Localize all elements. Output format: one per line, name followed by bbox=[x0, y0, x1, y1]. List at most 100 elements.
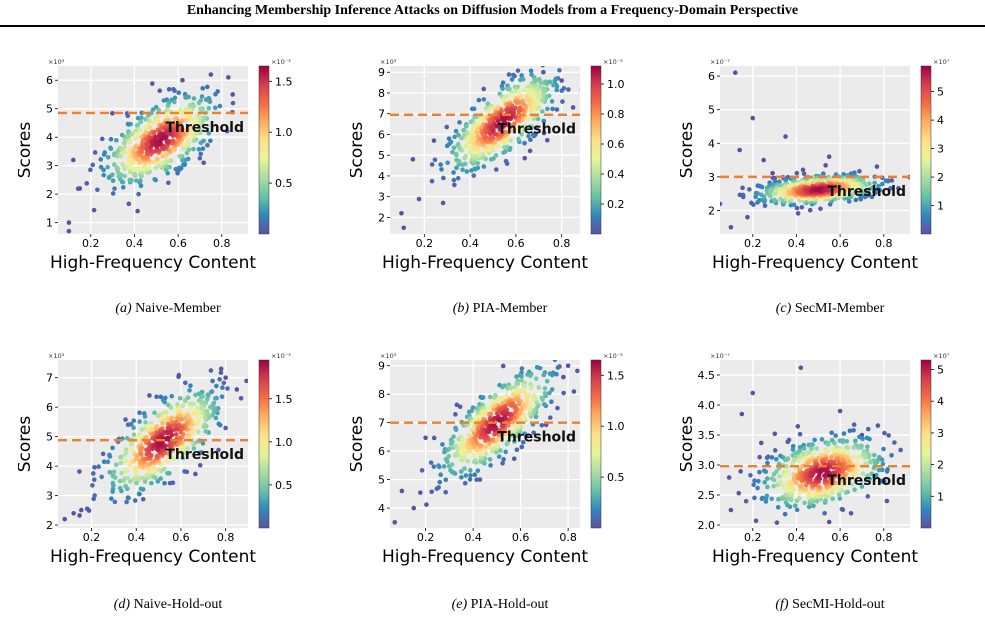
y-tick-label: 1 bbox=[46, 217, 53, 230]
scatter-point bbox=[451, 177, 457, 183]
scatter-point bbox=[488, 426, 494, 431]
scatter-point bbox=[108, 146, 114, 151]
scatter-point bbox=[475, 165, 481, 171]
scatter-point bbox=[200, 86, 206, 91]
scatter-point bbox=[783, 178, 789, 183]
scatter-point bbox=[450, 149, 455, 155]
scatter-point bbox=[201, 424, 207, 430]
scatter-point bbox=[775, 504, 781, 510]
scatter-point bbox=[493, 153, 499, 158]
scatter-point bbox=[519, 377, 524, 383]
scatter-point bbox=[497, 418, 502, 423]
scatter-point bbox=[555, 365, 561, 370]
scatter-point bbox=[217, 103, 223, 109]
scatter-point bbox=[528, 373, 533, 379]
colorbar-exponent-label: ×10⁷ bbox=[933, 352, 950, 360]
scatter-point bbox=[536, 385, 542, 390]
scatter-point bbox=[151, 474, 156, 479]
scatter-point bbox=[862, 455, 868, 460]
y-axis-label: Scores bbox=[18, 416, 35, 473]
scatter-point bbox=[500, 396, 505, 402]
y-tick-label: 4 bbox=[378, 502, 385, 515]
scatter-point bbox=[127, 139, 132, 145]
scatter-point bbox=[197, 450, 203, 456]
chart-panel-b: 0.2 0.4 0.6 0.8 2 3 4 5 6 7 8 9 Threshold ×10³ High-Fr… bbox=[350, 56, 650, 284]
scatter-point bbox=[786, 470, 791, 476]
scatter-point bbox=[774, 456, 779, 462]
caption-c: (c) SecMI-Member bbox=[775, 301, 885, 316]
threshold-label: Threshold bbox=[165, 447, 244, 463]
scatter-point bbox=[99, 136, 105, 142]
scatter-point bbox=[185, 432, 191, 438]
scatter-point bbox=[774, 520, 780, 525]
scatter-point bbox=[500, 139, 505, 144]
scatter-point bbox=[483, 130, 489, 135]
scatter-point bbox=[552, 360, 558, 362]
scatter-point bbox=[197, 155, 203, 161]
scatter-point bbox=[726, 475, 732, 480]
scatter-point bbox=[125, 113, 131, 119]
scatter-point bbox=[463, 473, 469, 478]
scatter-point bbox=[170, 420, 175, 425]
scatter-point bbox=[187, 388, 192, 393]
scatter-point bbox=[519, 407, 524, 412]
scatter-point bbox=[146, 118, 152, 124]
scatter-point bbox=[843, 490, 849, 495]
colorbar-tick-label: 1.0 bbox=[275, 126, 293, 139]
scatter-point bbox=[445, 459, 450, 465]
scatter-point bbox=[765, 460, 770, 466]
scatter-point bbox=[455, 175, 461, 181]
scatter-point bbox=[829, 430, 834, 436]
scatter-point bbox=[472, 472, 478, 478]
scatter-point bbox=[477, 477, 483, 482]
scatter-point bbox=[475, 414, 481, 420]
x-tick-label: 0.8 bbox=[217, 531, 235, 544]
y-tick-label: 4.5 bbox=[698, 369, 716, 382]
y-tick-label: 6 bbox=[378, 445, 385, 458]
scatter-point bbox=[555, 360, 558, 361]
colorbar-tick-label: 0.5 bbox=[275, 479, 293, 492]
scatter-point bbox=[488, 411, 494, 417]
scatter-point bbox=[169, 393, 175, 399]
y-tick-label: 5 bbox=[46, 431, 53, 444]
scatter-point bbox=[544, 138, 550, 143]
scatter-point bbox=[159, 136, 164, 142]
colorbar-tick-label: 0.5 bbox=[275, 177, 293, 190]
scatter-point bbox=[737, 147, 742, 153]
scatter-point bbox=[112, 186, 117, 191]
scatter-point bbox=[794, 507, 800, 513]
scatter-point bbox=[500, 86, 505, 91]
scatter-point bbox=[767, 189, 773, 195]
colorbar bbox=[920, 65, 932, 235]
x-tick-label: 0.6 bbox=[831, 237, 849, 250]
scatter-point bbox=[499, 411, 505, 416]
scatter-point bbox=[747, 187, 752, 192]
scatter-point bbox=[880, 181, 885, 187]
scatter-point bbox=[475, 409, 481, 415]
y-tick-label: 5 bbox=[378, 149, 385, 162]
scatter-point bbox=[456, 162, 462, 167]
scatter-point bbox=[208, 72, 214, 77]
colorbar-tick-label: 1 bbox=[937, 490, 944, 503]
scatter-point bbox=[101, 167, 106, 173]
scatter-point bbox=[90, 483, 95, 488]
scatter-point bbox=[518, 354, 523, 359]
scatter-point bbox=[527, 148, 533, 154]
scatter-point bbox=[150, 423, 155, 428]
colorbar-tick-label: 1 bbox=[937, 200, 944, 213]
scatter-point bbox=[100, 451, 106, 457]
y-tick-label: 8 bbox=[378, 388, 385, 401]
y-tick-label: 6 bbox=[708, 70, 715, 83]
scatter-point bbox=[134, 166, 139, 171]
caption-b: (b) PIA-Member bbox=[452, 301, 548, 316]
scatter-point bbox=[128, 164, 133, 169]
scatter-point bbox=[202, 414, 208, 420]
scatter-point bbox=[441, 175, 446, 181]
scatter-point bbox=[515, 397, 521, 403]
scatter-point bbox=[832, 440, 837, 446]
scatter-point bbox=[138, 178, 143, 183]
scatter-point bbox=[133, 178, 139, 183]
scatter-point bbox=[136, 491, 142, 497]
scatter-point bbox=[867, 436, 872, 442]
colorbar-tick-label: 0.5 bbox=[607, 471, 625, 484]
